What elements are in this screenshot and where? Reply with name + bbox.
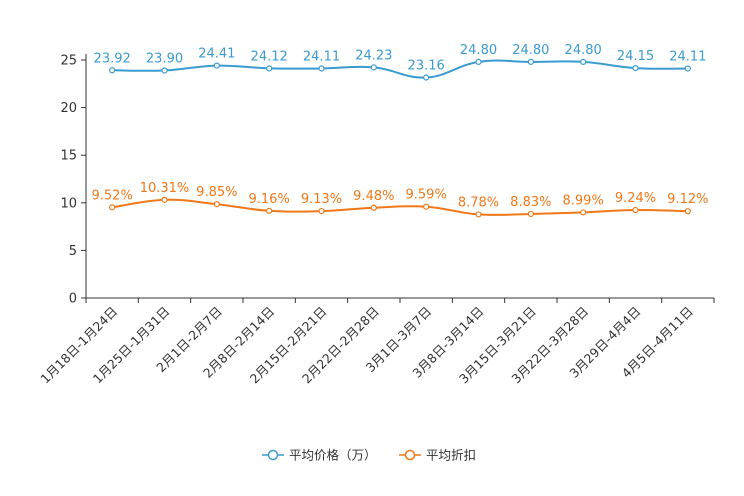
legend-item-2[interactable]: 平均折扣 [399, 448, 476, 463]
data-point[interactable] [318, 65, 325, 72]
y-tick-label: 15 [60, 149, 77, 164]
data-label: 8.83% [510, 195, 551, 210]
data-label: 24.11 [303, 49, 340, 64]
data-point[interactable] [632, 64, 639, 72]
series-2: 9.52% 10.31% 9.85% 9.16% 9.13% 9.48% 9.59% 8.78… [92, 181, 708, 218]
data-label: 24.11 [669, 49, 706, 64]
data-point[interactable] [423, 74, 430, 81]
data-label: 24.41 [198, 47, 235, 62]
legend-item-1[interactable]: 平均价格（万） [262, 448, 377, 463]
data-point[interactable] [684, 65, 691, 72]
y-axis: 0 5 10 15 20 25 [60, 54, 87, 307]
data-label: 24.23 [355, 48, 392, 63]
data-label: 9.48% [353, 189, 394, 204]
data-point[interactable] [266, 65, 273, 72]
x-axis: 1月18日-1月24日1月25日-1月31日2月1日-2月7日2月8日-2月14… [37, 297, 715, 386]
data-label: 24.12 [251, 49, 288, 64]
data-label: 24.15 [617, 49, 654, 64]
data-point[interactable] [684, 208, 691, 215]
data-point[interactable] [161, 67, 168, 74]
data-point[interactable] [580, 58, 587, 66]
data-point[interactable] [370, 204, 377, 211]
data-label: 9.12% [667, 192, 708, 207]
series-line [112, 198, 688, 217]
series-line [112, 59, 688, 79]
data-point[interactable] [109, 67, 116, 74]
data-label: 9.13% [301, 192, 342, 207]
data-label: 24.80 [565, 43, 602, 58]
data-point[interactable] [266, 207, 273, 214]
data-label: 23.90 [146, 51, 183, 66]
data-label: 9.52% [92, 188, 133, 203]
legend-swatch-marker [404, 449, 416, 461]
y-tick-label: 10 [60, 196, 77, 211]
legend-swatch-marker [267, 449, 279, 461]
data-label: 9.59% [406, 188, 447, 203]
data-point[interactable] [475, 58, 482, 66]
data-label: 24.80 [460, 43, 497, 58]
data-label: 9.16% [249, 192, 290, 207]
data-label: 8.78% [458, 195, 499, 210]
data-point[interactable] [370, 64, 377, 71]
data-point[interactable] [580, 209, 587, 216]
data-point[interactable] [632, 206, 639, 214]
data-label: 23.16 [408, 59, 445, 74]
data-point[interactable] [475, 211, 482, 218]
y-tick-label: 0 [69, 292, 77, 307]
data-point[interactable] [161, 196, 168, 203]
legend-label: 平均价格（万） [289, 448, 377, 463]
series-layer: 23.92 23.90 24.41 24.12 24.11 24.23 23.16 24.80… [92, 43, 708, 218]
data-point[interactable] [213, 62, 220, 69]
data-point[interactable] [527, 58, 534, 66]
data-label: 9.85% [196, 185, 237, 200]
y-tick-label: 5 [69, 244, 77, 259]
data-label: 8.99% [563, 193, 604, 208]
data-point[interactable] [213, 201, 220, 208]
data-point[interactable] [527, 210, 534, 218]
series-1: 23.92 23.90 24.41 24.12 24.11 24.23 23.16 24.80… [94, 43, 706, 81]
legend-label: 平均折扣 [426, 448, 476, 463]
data-label: 23.92 [94, 51, 131, 66]
data-label: 9.24% [615, 191, 656, 206]
data-point[interactable] [423, 203, 430, 210]
data-point[interactable] [318, 207, 325, 215]
data-point[interactable] [109, 204, 116, 211]
y-tick-label: 25 [60, 54, 77, 69]
data-label: 10.31% [140, 181, 190, 196]
legend[interactable]: 平均价格（万） 平均折扣 [262, 448, 476, 463]
y-tick-label: 20 [60, 101, 77, 116]
data-label: 24.80 [512, 43, 549, 58]
